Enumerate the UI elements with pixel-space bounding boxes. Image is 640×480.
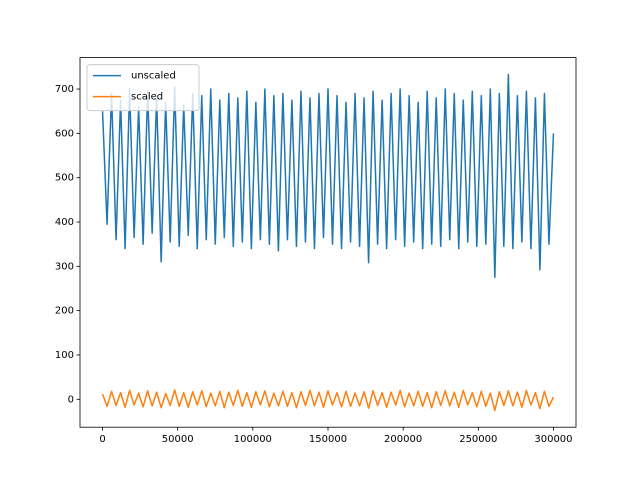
- y-tick-label: 200: [55, 306, 74, 317]
- x-tick-label: 150000: [309, 434, 347, 445]
- y-tick-label: 700: [55, 84, 74, 95]
- legend: unscaled scaled: [86, 64, 200, 112]
- line-series: [101, 73, 555, 279]
- y-tick-label: 100: [55, 350, 74, 361]
- y-tick-label: 600: [55, 128, 74, 139]
- legend-label: unscaled: [131, 71, 176, 82]
- x-tick-label: 200000: [384, 434, 422, 445]
- x-tick-label: 100000: [234, 434, 272, 445]
- y-tick-label: 500: [55, 173, 74, 184]
- x-tick-label: 250000: [459, 434, 497, 445]
- line-series: [101, 389, 555, 412]
- y-tick-label: 400: [55, 217, 74, 228]
- x-tick-label: 0: [99, 434, 105, 445]
- y-tick-label: 300: [55, 261, 74, 272]
- x-tick-label: 50000: [162, 434, 194, 445]
- y-tick-label: 0: [68, 394, 74, 405]
- x-tick-label: 300000: [534, 434, 572, 445]
- legend-label: scaled: [131, 92, 163, 103]
